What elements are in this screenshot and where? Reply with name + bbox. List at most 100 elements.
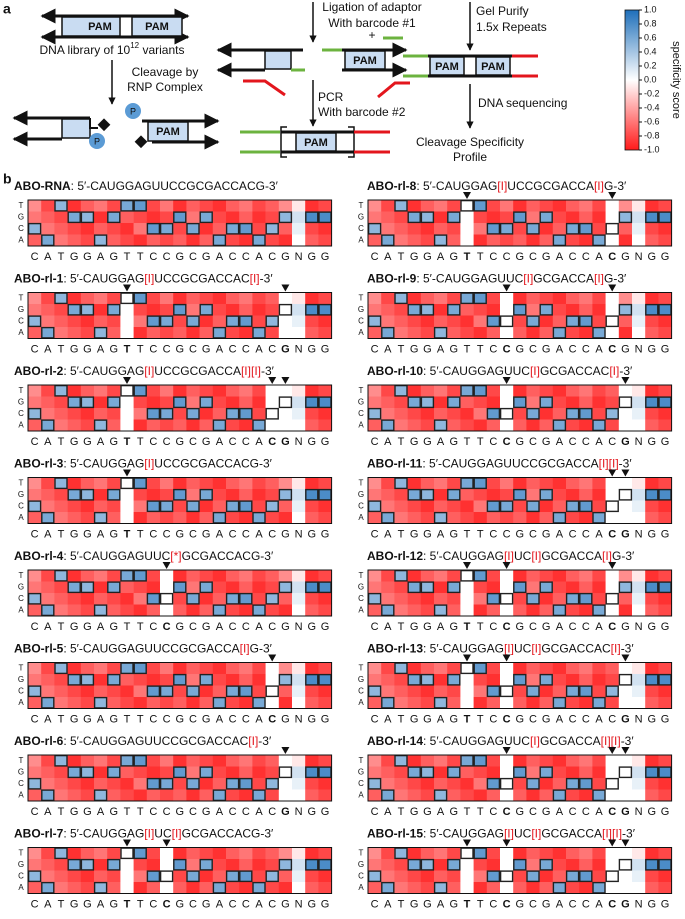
pam-box — [61, 118, 91, 139]
heatmap-cell — [54, 593, 68, 605]
heatmap-cell — [566, 304, 580, 316]
reference-outline — [120, 199, 134, 212]
heatmap-cell — [80, 778, 95, 790]
sequence-part: [I] — [241, 364, 251, 378]
base-label: G — [648, 713, 657, 725]
heatmap-cell — [173, 581, 187, 594]
heatmap-cell — [107, 396, 121, 409]
sequence-part: GCGACCACG-3′ — [182, 827, 274, 841]
base-label: A — [384, 251, 392, 263]
heatmap-cell — [618, 223, 633, 235]
heatmap-cell — [173, 789, 187, 802]
heatmap-cell — [41, 234, 55, 247]
heatmap-cell — [318, 662, 332, 675]
base-label: C — [189, 621, 197, 633]
heatmap-cell — [420, 755, 435, 767]
heatmap-cell — [54, 570, 68, 582]
reference-outline — [27, 592, 42, 605]
heatmap-cell — [133, 292, 148, 305]
row-label: C — [18, 871, 24, 880]
reference-outline — [565, 222, 580, 235]
reference-outline — [645, 673, 659, 686]
heatmap-cell — [107, 570, 121, 582]
heatmap-cell — [278, 766, 293, 779]
reference-outline — [159, 407, 174, 420]
heatmap-cell — [434, 512, 448, 524]
base-label: A — [384, 528, 392, 540]
heatmap-cell — [526, 662, 540, 675]
base-label: A — [437, 528, 445, 540]
reference-outline — [54, 384, 68, 397]
heatmap-cell — [420, 570, 435, 582]
modification-marker — [608, 469, 617, 477]
sequence-part: : 5′-CAUGGAGUUC — [416, 272, 523, 286]
heatmap-cell — [605, 674, 620, 686]
reference-outline — [305, 488, 319, 501]
heatmap-cell — [252, 859, 266, 871]
base-label: N — [295, 436, 303, 448]
heatmap-cell — [407, 778, 422, 790]
heatmap-cell — [146, 870, 161, 883]
heatmap-cell — [473, 489, 488, 501]
sequence-part: [I] — [609, 457, 619, 471]
heatmap-cell — [160, 662, 174, 675]
heatmap-cell — [500, 489, 514, 501]
heatmap-cell — [592, 315, 606, 328]
heatmap-cell — [513, 396, 527, 409]
heatmap-cell — [460, 223, 474, 235]
base-label: C — [189, 898, 197, 910]
heatmap-cell — [473, 304, 488, 316]
heatmap-cell — [539, 211, 554, 224]
reference-outline — [605, 407, 619, 420]
base-label: C — [149, 713, 157, 725]
heatmap-cell — [434, 685, 448, 698]
heatmap-cell — [160, 292, 174, 305]
heatmap-cell — [605, 327, 620, 339]
heatmap-cell — [658, 778, 672, 790]
heatmap-cell — [605, 419, 620, 432]
base-label: T — [137, 806, 144, 818]
heatmap-cell — [420, 223, 435, 235]
base-label: G — [308, 713, 317, 725]
heatmap-cell — [500, 211, 514, 224]
reference-outline — [67, 396, 81, 409]
reference-outline — [394, 199, 408, 212]
heatmap-cell — [265, 500, 280, 513]
row-label: G — [18, 397, 24, 406]
heatmap-cell — [645, 697, 659, 709]
heatmap-cell — [226, 870, 240, 883]
heatmap-cell — [381, 662, 395, 675]
heatmap-cell — [80, 859, 95, 871]
heatmap-cell — [368, 292, 382, 305]
heatmap-cell — [239, 315, 253, 328]
base-label: C — [242, 898, 250, 910]
heatmap-cell — [473, 570, 488, 582]
heatmap-cell — [632, 847, 646, 860]
heatmap-cell — [173, 396, 187, 409]
reference-outline — [658, 673, 672, 686]
sequence-part: -3′ — [622, 827, 636, 841]
base-label: C — [582, 898, 590, 910]
text: variants — [139, 43, 184, 57]
heatmap-cell — [252, 789, 266, 802]
heatmap-cell — [632, 674, 646, 686]
reference-outline — [212, 511, 227, 524]
heatmap-cell — [28, 778, 42, 790]
base-label: C — [503, 713, 511, 725]
heatmap-cell — [239, 847, 253, 860]
heatmap-cell — [486, 292, 501, 305]
base-label: T — [464, 343, 471, 355]
sequence-part: [I] — [144, 457, 154, 471]
heatmap-cell — [212, 766, 227, 779]
reference-outline — [199, 396, 213, 409]
heatmap-cell — [407, 304, 422, 316]
base-label: A — [437, 343, 445, 355]
heatmap-cell — [618, 859, 633, 871]
heatmap-cell — [186, 697, 200, 709]
heatmap-cell — [265, 697, 280, 709]
heatmap-cell — [160, 304, 174, 316]
heatmap-cell — [460, 593, 474, 605]
heatmap-cell — [658, 385, 672, 397]
heatmap-cell — [513, 882, 527, 894]
heatmap-cell — [473, 685, 488, 698]
